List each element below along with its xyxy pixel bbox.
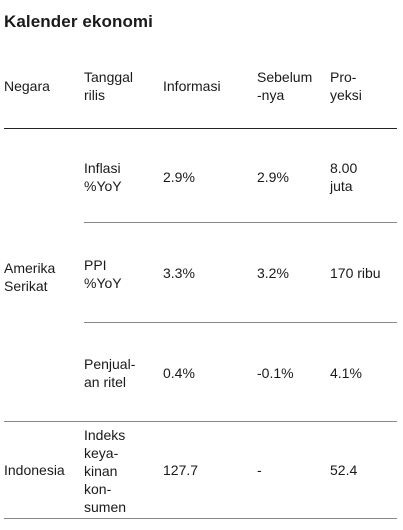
header-country: Negara <box>4 78 50 94</box>
projection-cell: 4.1% <box>330 365 362 381</box>
header-information: Informasi <box>163 78 221 94</box>
info-cell: 3.3% <box>163 265 195 281</box>
previous-cell: -0.1% <box>257 365 294 381</box>
info-cell: 127.7 <box>163 462 199 478</box>
row-divider <box>84 322 397 323</box>
page-title: Kalender ekonomi <box>4 12 153 31</box>
info-cell: 0.4% <box>163 365 195 381</box>
info-cell: 2.9% <box>163 169 195 185</box>
country-cell-united-states: Amerika Serikat <box>4 260 56 294</box>
previous-cell: 3.2% <box>257 265 289 281</box>
projection-cell: 170 ribu <box>330 265 381 281</box>
row-divider <box>84 222 397 223</box>
previous-cell: 2.9% <box>257 169 289 185</box>
release-cell: Inflasi %YoY <box>84 160 122 194</box>
release-cell: PPI %YoY <box>84 257 122 291</box>
previous-cell: - <box>257 462 262 478</box>
header-previous: Sebelum -nya <box>257 69 313 103</box>
table-bottom-rule <box>4 518 397 519</box>
release-cell: Indeks keya- kinan kon- sumen <box>84 427 127 515</box>
projection-cell: 52.4 <box>330 462 358 478</box>
country-cell-indonesia: Indonesia <box>4 462 65 478</box>
header-release-date: Tanggal rilis <box>84 69 134 103</box>
header-projection: Pro- yeksi <box>330 69 362 103</box>
group-divider <box>4 421 397 422</box>
release-cell: Penjual- an ritel <box>84 356 136 390</box>
projection-cell: 8.00 juta <box>330 160 358 194</box>
header-divider <box>4 128 397 129</box>
